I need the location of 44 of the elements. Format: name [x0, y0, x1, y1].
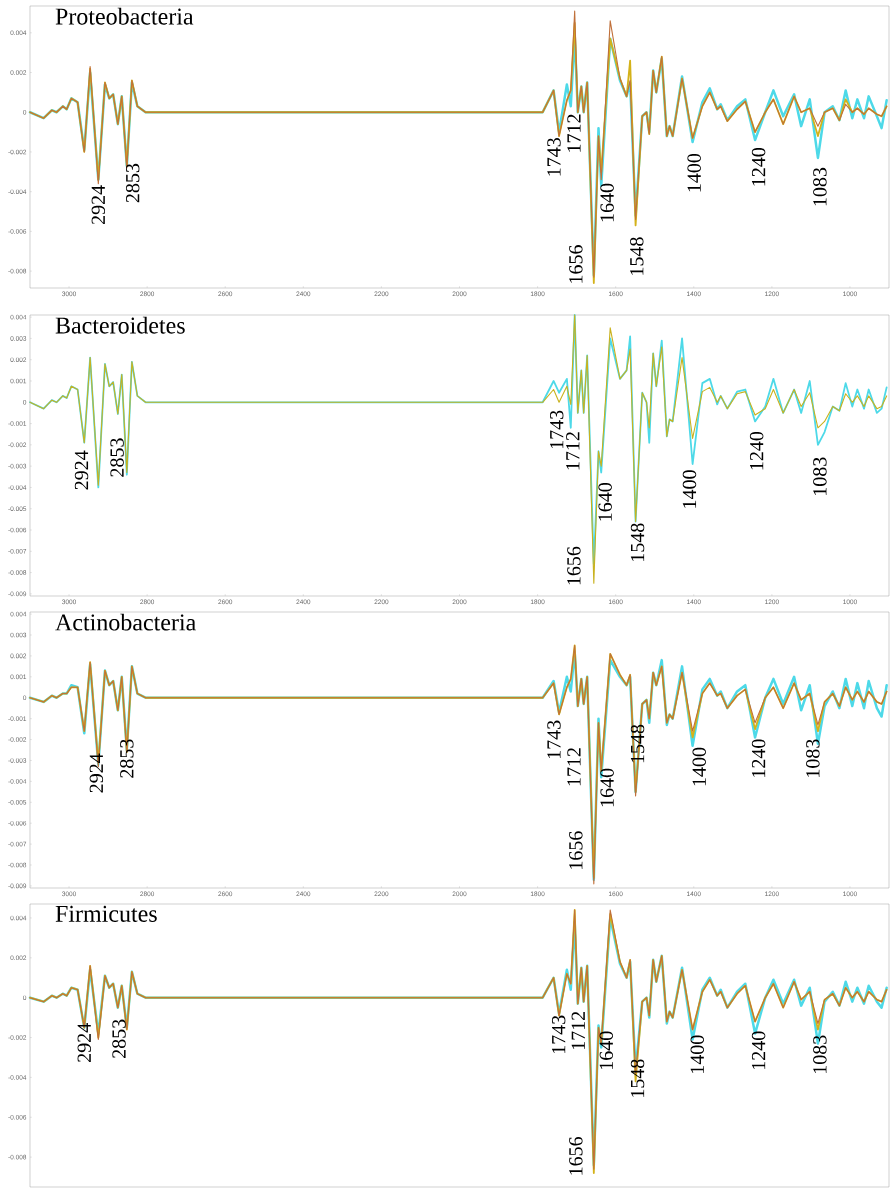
chart-title: Actinobacteria: [55, 613, 196, 631]
annotation: 1712: [567, 114, 581, 152]
annotation: 1640: [600, 183, 614, 222]
annotation: 1743: [551, 1015, 566, 1054]
annotation: 1083: [813, 457, 827, 495]
annotation: 2853: [110, 438, 124, 477]
annotation: 1240: [751, 1031, 766, 1070]
annotation: 1400: [687, 153, 701, 192]
annotation: 1400: [690, 1035, 705, 1073]
annotation: 1548: [630, 724, 645, 763]
annotation: 1743: [547, 138, 561, 176]
annotation: 2924: [74, 450, 89, 490]
annotation: 1712: [571, 1011, 585, 1050]
annotation: 1656: [567, 546, 581, 585]
annotation: 1743: [547, 720, 561, 759]
chart-title: Proteobacteria: [55, 7, 194, 25]
chart-title: Firmicutes: [55, 905, 157, 922]
annotation: 1640: [600, 768, 614, 807]
annotation: 1548: [630, 237, 644, 275]
annotation: 1083: [813, 1035, 827, 1073]
annotation: 1656: [569, 831, 583, 869]
annotation: 1743: [550, 410, 564, 449]
annotation: 1548: [630, 523, 645, 561]
annotation: 2924: [89, 753, 104, 793]
annotation: 1083: [813, 167, 827, 206]
annotation: 1712: [566, 432, 580, 470]
annotation: 1640: [598, 483, 612, 521]
annotation: 2853: [125, 163, 140, 203]
annotation: 1640: [599, 1031, 614, 1070]
annotation: 1083: [806, 739, 820, 777]
annotation: 2924: [77, 1023, 91, 1062]
annotation: 2853: [120, 739, 134, 778]
annotation: 1240: [751, 147, 766, 186]
annotation: 1712: [567, 748, 581, 786]
chart-title: Bacteroidetes: [55, 316, 185, 334]
annotation: 1240: [749, 431, 764, 470]
annotation: 1548: [630, 1059, 645, 1097]
annotation: 2924: [91, 185, 106, 225]
annotation: 1656: [569, 1136, 583, 1175]
annotation: 2853: [112, 1019, 126, 1058]
annotation: 1240: [751, 739, 766, 777]
annotation: 1656: [569, 245, 583, 283]
annotation: 1400: [692, 747, 706, 786]
annotation: 1400: [682, 470, 697, 508]
